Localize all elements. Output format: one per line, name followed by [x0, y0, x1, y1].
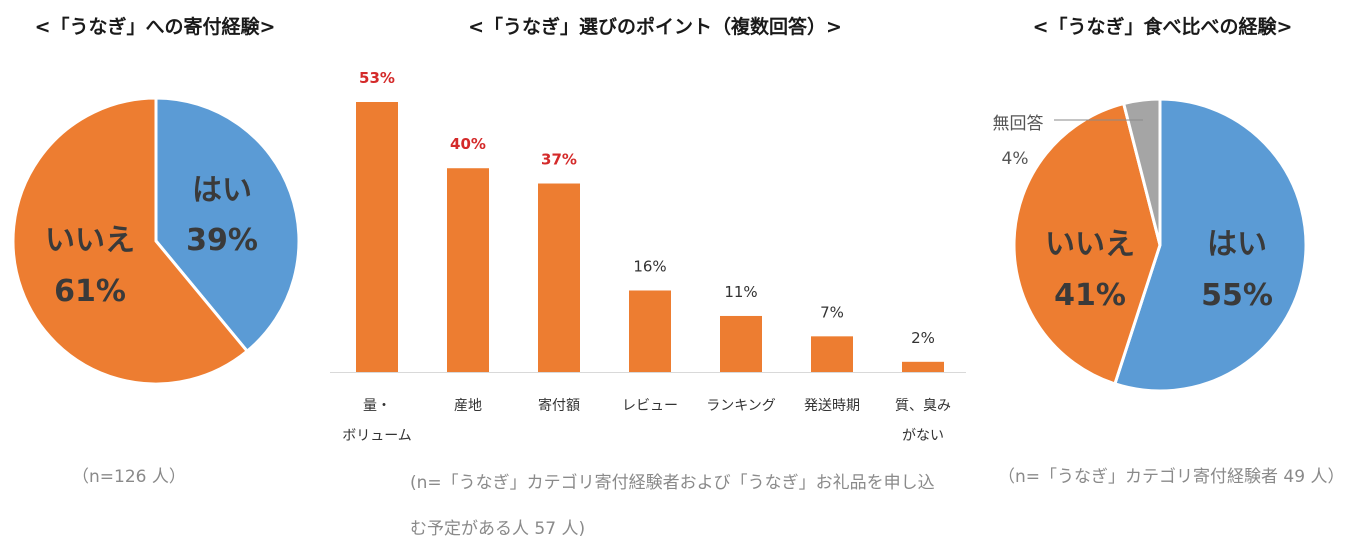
pie1-value-yes: 39%: [186, 223, 258, 258]
bar-note-line1: (n=「うなぎ」カテゴリ寄付経験者および「うなぎ」お礼品を申し込: [410, 473, 935, 493]
pie2-title: <「うなぎ」食べ比べの経験>: [1032, 16, 1293, 38]
pie2-value-noanswer: 4%: [1002, 149, 1029, 169]
bar-category-label-4-0: ランキング: [706, 398, 776, 414]
bar-value-label-2: 37%: [541, 151, 577, 169]
pie1-title: <「うなぎ」への寄付経験>: [34, 16, 276, 38]
bar-category-label-3-0: レビュー: [622, 398, 678, 414]
bar-1: [447, 168, 489, 372]
bar-5: [811, 336, 853, 372]
bar-category-label-6-0: 質、臭み: [895, 398, 951, 414]
bar-0: [356, 102, 398, 372]
pie2-note: （n=「うなぎ」カテゴリ寄付経験者 49 人）: [998, 467, 1345, 487]
bar-category-label-0-1: ボリューム: [342, 428, 412, 444]
bar-2: [538, 183, 580, 372]
bar-category-label-2-0: 寄付額: [538, 397, 580, 414]
bar-value-label-6: 2%: [911, 329, 935, 347]
pie2-value-yes: 55%: [1201, 278, 1273, 313]
bar-3: [629, 290, 671, 372]
pie2-slice-2: [1121, 97, 1162, 246]
bar-value-label-1: 40%: [450, 135, 486, 153]
pie1-value-no: 61%: [54, 274, 126, 309]
pie1-slice-0: [154, 96, 301, 354]
pie1-note: （n=126 人）: [72, 467, 186, 487]
bar-4: [720, 315, 762, 372]
bar-value-label-3: 16%: [633, 257, 666, 275]
pie1-label-no: いいえ: [45, 223, 135, 258]
pie2-label-no: いいえ: [1045, 227, 1135, 262]
pie1-label-yes: はい: [192, 173, 252, 208]
bar-title: <「うなぎ」選びのポイント（複数回答）>: [468, 16, 842, 38]
bar-category-label-0-0: 量・: [363, 398, 391, 414]
bar-value-label-4: 11%: [724, 283, 757, 301]
bar-category-label-1-0: 産地: [454, 398, 482, 414]
pie2-label-yes: はい: [1207, 227, 1267, 262]
pie2-slice-0: [1112, 97, 1308, 393]
bar-value-label-0: 53%: [359, 69, 395, 87]
bar-note-line2: む予定がある人 57 人): [410, 519, 586, 539]
pie2-value-no: 41%: [1054, 278, 1126, 313]
bar-category-label-5-0: 発送時期: [804, 398, 860, 414]
bar-6: [902, 361, 944, 372]
pie2-label-noanswer: 無回答: [993, 114, 1044, 134]
pie1-slice-1: [11, 96, 250, 386]
bar-category-label-6-1: がない: [902, 428, 944, 444]
bar-value-label-5: 7%: [820, 303, 844, 321]
pie2-slice-1: [1012, 101, 1162, 386]
